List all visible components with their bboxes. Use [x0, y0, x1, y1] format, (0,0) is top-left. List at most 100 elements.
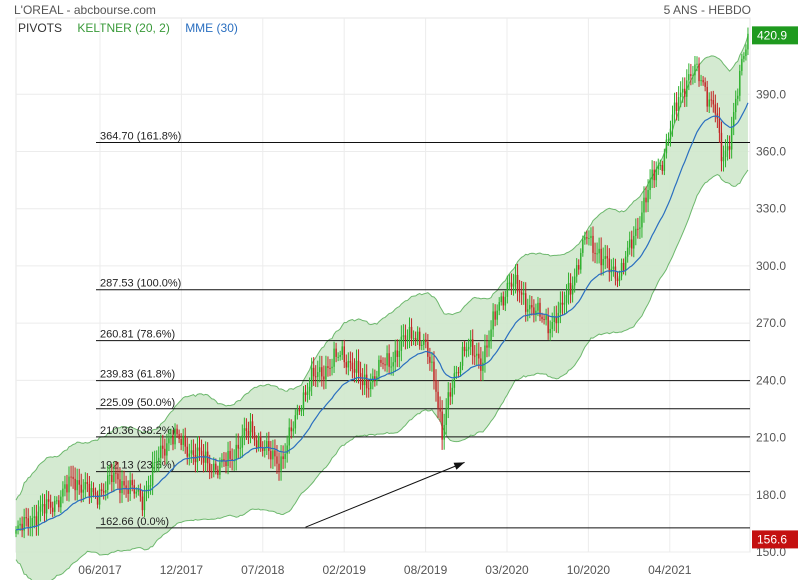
- candle-body: [294, 415, 297, 429]
- candle-body: [300, 410, 303, 412]
- candle-body: [176, 428, 178, 435]
- legend-pivots[interactable]: PIVOTS: [18, 21, 63, 35]
- fib-level-label: 210.36 (38.2%): [100, 425, 175, 437]
- candle-body: [76, 480, 78, 491]
- candle-body: [504, 296, 507, 306]
- candle-body: [349, 360, 352, 363]
- candle-body: [284, 453, 286, 460]
- candle-body: [688, 74, 690, 81]
- candle-body: [486, 345, 488, 348]
- candle-body: [559, 302, 562, 313]
- candle-body: [386, 353, 388, 366]
- candle-body: [359, 373, 362, 380]
- candle-body: [23, 517, 25, 531]
- candle-body: [651, 169, 653, 180]
- candle-body: [498, 302, 500, 311]
- candle-body: [337, 356, 339, 358]
- candle-body: [461, 346, 464, 366]
- candle-body: [575, 265, 578, 277]
- candle-body: [229, 450, 231, 459]
- candle-body: [123, 481, 125, 486]
- candle-body: [677, 97, 680, 112]
- candle-body: [374, 376, 376, 381]
- candle-body: [200, 450, 203, 455]
- candle-body: [478, 353, 480, 359]
- candle-body: [60, 496, 62, 508]
- candle-body: [278, 463, 280, 471]
- candle-body: [192, 450, 195, 455]
- candle-body: [476, 353, 478, 356]
- candle-body: [604, 256, 606, 259]
- candle-body: [296, 409, 299, 416]
- candle-body: [641, 212, 643, 228]
- candle-body: [98, 489, 101, 505]
- candle-body: [180, 438, 182, 445]
- candle-body: [182, 435, 184, 445]
- candle-body: [304, 392, 307, 395]
- candle-body: [439, 407, 441, 412]
- candle-body: [622, 262, 625, 271]
- candle-body: [728, 146, 731, 150]
- y-tick-label: 300.0: [756, 259, 786, 273]
- candle-body: [606, 256, 609, 259]
- x-tick-label: 10/2020: [567, 563, 611, 577]
- candle-body: [730, 126, 733, 150]
- x-tick-label: 04/2021: [648, 563, 692, 577]
- candle-body: [21, 523, 23, 531]
- candle-body: [86, 482, 89, 485]
- candle-body: [553, 316, 556, 322]
- candle-body: [33, 516, 36, 519]
- candle-body: [314, 376, 317, 378]
- candle-body: [612, 266, 615, 269]
- candle-body: [398, 350, 401, 357]
- candle-body: [245, 428, 248, 431]
- candle-body: [551, 321, 553, 329]
- legend-ema[interactable]: MME (30): [185, 21, 238, 35]
- candle-body: [333, 348, 335, 367]
- candle-body: [702, 80, 704, 83]
- candle-body: [427, 342, 429, 357]
- candle-body: [29, 526, 32, 528]
- candle-body: [335, 348, 337, 357]
- last-price-label: 420.9: [757, 28, 787, 42]
- timeframe-label: 5 ANS - HEBDO: [663, 3, 751, 17]
- y-tick-label: 270.0: [756, 316, 786, 330]
- candle-body: [135, 491, 138, 494]
- candle-body: [351, 362, 354, 370]
- candle-body: [392, 362, 394, 367]
- candle-body: [743, 56, 745, 59]
- candle-body: [482, 362, 484, 371]
- candle-body: [492, 311, 494, 330]
- candle-body: [141, 496, 144, 511]
- candle-body: [628, 239, 631, 248]
- candle-body: [431, 361, 433, 363]
- candle-body: [569, 282, 572, 295]
- candle-body: [66, 484, 68, 493]
- candle-body: [137, 489, 140, 492]
- candle-body: [172, 436, 174, 445]
- candle-body: [739, 70, 741, 96]
- candle-body: [347, 360, 350, 368]
- candle-body: [620, 262, 623, 277]
- keltner-band: [15, 35, 749, 580]
- candle-body: [162, 445, 164, 449]
- candle-body: [545, 315, 547, 320]
- candle-body: [213, 463, 215, 472]
- fib-level-label: 239.83 (61.8%): [100, 369, 175, 381]
- candle-body: [600, 248, 602, 266]
- arrow-head: [453, 462, 465, 470]
- candle-body: [139, 489, 142, 497]
- candle-body: [388, 353, 390, 367]
- candle-body: [618, 276, 621, 282]
- candle-body: [329, 367, 331, 369]
- candle-body: [598, 248, 600, 254]
- candle-body: [724, 150, 727, 158]
- keltner-band-area: [16, 35, 748, 580]
- candle-body: [474, 355, 476, 357]
- candle-body: [184, 435, 186, 447]
- candle-body: [518, 291, 521, 293]
- candle-body: [237, 444, 239, 449]
- candle-body: [524, 293, 527, 312]
- candle-body: [239, 447, 242, 449]
- candle-body: [441, 411, 443, 440]
